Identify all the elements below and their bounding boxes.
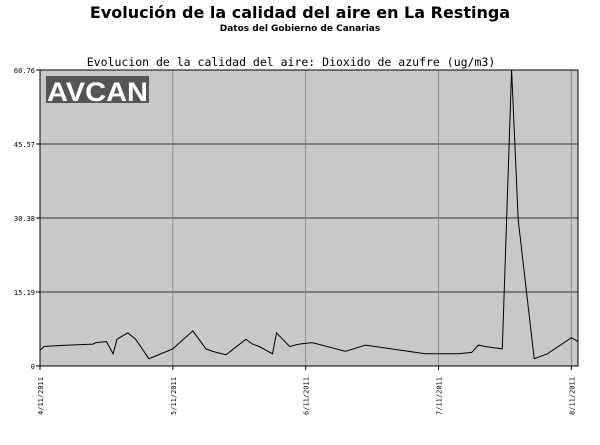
y-tick-label: 30.38 — [14, 215, 35, 223]
watermark-background — [46, 76, 149, 103]
x-tick-label: 8/11/2011 — [568, 377, 576, 415]
y-tick-label: 45.57 — [14, 141, 35, 149]
y-tick-label: 15.19 — [14, 289, 35, 297]
x-tick-label: 7/11/2011 — [436, 377, 444, 415]
y-tick-label: 0 — [31, 363, 35, 371]
x-tick-label: 4/11/2011 — [37, 377, 45, 415]
page-title: Evolución de la calidad del aire en La R… — [89, 3, 511, 22]
page-subtitle: Datos del Gobierno de Canarias — [219, 24, 381, 34]
chart-title: Evolucion de la calidad del aire: Dioxid… — [87, 55, 496, 69]
y-axis-ticks: 0 15.19 30.38 45.57 60.76 — [14, 67, 40, 371]
x-tick-label: 6/11/2011 — [303, 377, 311, 415]
x-tick-label: 5/11/2011 — [170, 377, 178, 415]
watermark-text: AVCAN — [47, 77, 148, 107]
y-tick-label: 60.76 — [14, 67, 35, 75]
x-axis-ticks: 4/11/2011 5/11/2011 6/11/2011 7/11/2011 8/11… — [37, 366, 576, 415]
series-layer — [39, 69, 579, 360]
watermark: AVCAN — [46, 76, 149, 107]
series-line — [39, 69, 579, 360]
